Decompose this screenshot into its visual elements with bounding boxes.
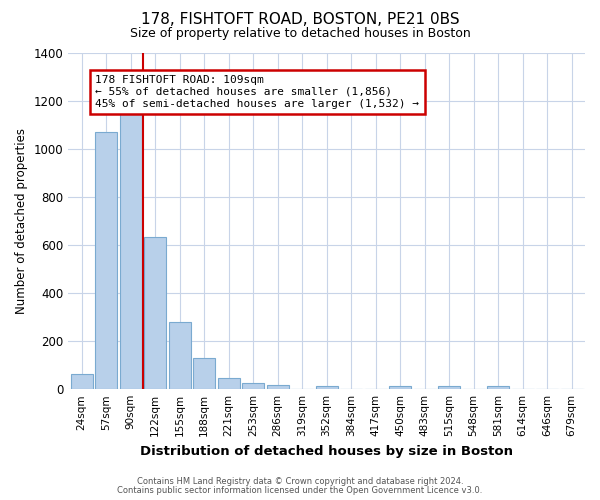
Text: Contains HM Land Registry data © Crown copyright and database right 2024.: Contains HM Land Registry data © Crown c… bbox=[137, 477, 463, 486]
Bar bbox=[438, 386, 460, 389]
Bar bbox=[71, 374, 92, 389]
Bar bbox=[193, 358, 215, 389]
Y-axis label: Number of detached properties: Number of detached properties bbox=[15, 128, 28, 314]
X-axis label: Distribution of detached houses by size in Boston: Distribution of detached houses by size … bbox=[140, 444, 513, 458]
Text: 178 FISHTOFT ROAD: 109sqm
← 55% of detached houses are smaller (1,856)
45% of se: 178 FISHTOFT ROAD: 109sqm ← 55% of detac… bbox=[95, 76, 419, 108]
Bar bbox=[389, 386, 411, 389]
Bar bbox=[169, 322, 191, 389]
Bar bbox=[218, 378, 239, 389]
Bar bbox=[95, 132, 117, 389]
Bar bbox=[144, 237, 166, 389]
Bar bbox=[242, 383, 264, 389]
Text: 178, FISHTOFT ROAD, BOSTON, PE21 0BS: 178, FISHTOFT ROAD, BOSTON, PE21 0BS bbox=[140, 12, 460, 28]
Bar bbox=[266, 385, 289, 389]
Bar bbox=[119, 112, 142, 389]
Bar bbox=[316, 386, 338, 389]
Bar bbox=[487, 386, 509, 389]
Text: Contains public sector information licensed under the Open Government Licence v3: Contains public sector information licen… bbox=[118, 486, 482, 495]
Text: Size of property relative to detached houses in Boston: Size of property relative to detached ho… bbox=[130, 28, 470, 40]
